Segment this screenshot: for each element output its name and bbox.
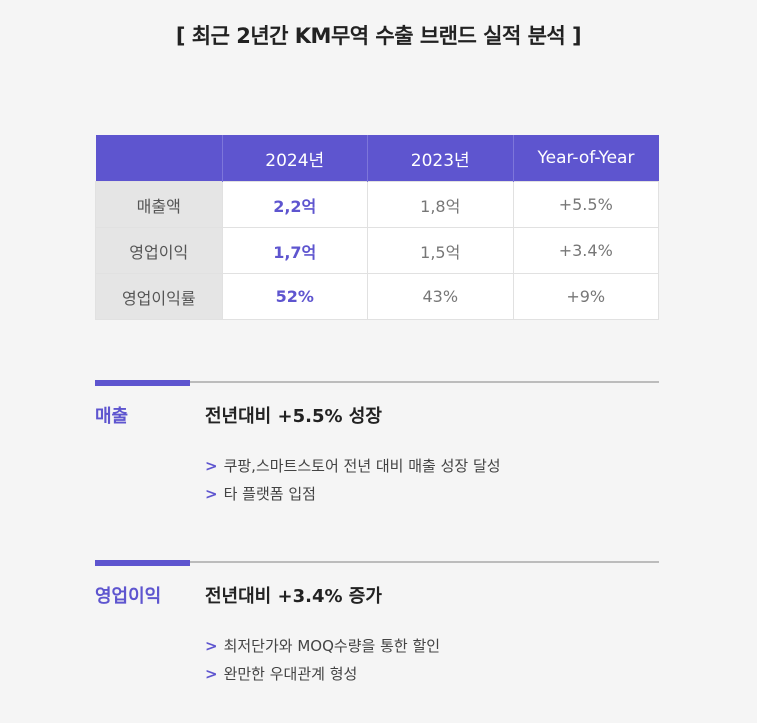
header-2024: 2024년 — [222, 135, 368, 182]
section-accent-bar — [95, 380, 190, 386]
list-item: > 최저단가와 MOQ수량을 통한 할인 — [205, 632, 440, 660]
section-label: 매출 — [95, 406, 129, 427]
section-divider — [95, 560, 659, 566]
section-revenue: 매출 전년대비 +5.5% 성장 > 쿠팡,스마트스토어 전년 대비 매출 성장 … — [95, 380, 659, 503]
value-2023: 1,5억 — [367, 227, 514, 274]
section-operating-profit: 영업이익 전년대비 +3.4% 증가 > 최저단가와 MOQ수량을 통한 할인 >… — [95, 560, 659, 683]
page-title: [ 최근 2년간 KM무역 수출 브랜드 실적 분석 ] — [175, 24, 582, 48]
table-header-row: 2024년 2023년 Year-of-Year — [95, 135, 659, 182]
bullet-arrow-icon: > — [205, 457, 218, 475]
table-row-operating-margin: 영업이익률 52% 43% +9% — [95, 273, 659, 320]
section-divider — [95, 380, 659, 386]
bullet-text: 완만한 우대관계 형성 — [223, 665, 358, 683]
section-headline: 전년대비 +3.4% 증가 — [205, 586, 382, 607]
value-2023: 43% — [367, 273, 514, 320]
bullet-list: > 최저단가와 MOQ수량을 통한 할인 > 완만한 우대관계 형성 — [205, 632, 440, 688]
value-2024: 52% — [221, 273, 368, 320]
list-item: > 쿠팡,스마트스토어 전년 대비 매출 성장 달성 — [205, 452, 501, 480]
value-2024: 1,7억 — [221, 227, 368, 274]
header-yoy: Year-of-Year — [513, 135, 659, 182]
value-2024: 2,2억 — [221, 181, 368, 228]
bullet-arrow-icon: > — [205, 637, 218, 655]
bullet-arrow-icon: > — [205, 665, 218, 683]
section-label: 영업이익 — [95, 586, 162, 607]
performance-table: 2024년 2023년 Year-of-Year 매출액 2,2억 1,8억 +… — [95, 135, 659, 320]
row-label: 매출액 — [95, 181, 223, 228]
bullet-text: 쿠팡,스마트스토어 전년 대비 매출 성장 달성 — [223, 457, 501, 475]
value-yoy: +3.4% — [512, 227, 659, 274]
value-yoy: +9% — [512, 273, 659, 320]
list-item: > 타 플랫폼 입점 — [205, 480, 501, 508]
header-2023: 2023년 — [367, 135, 514, 182]
section-headline: 전년대비 +5.5% 성장 — [205, 406, 382, 427]
table-row-operating-profit: 영업이익 1,7억 1,5억 +3.4% — [95, 227, 659, 274]
section-accent-bar — [95, 560, 190, 566]
value-yoy: +5.5% — [512, 181, 659, 228]
bullet-arrow-icon: > — [205, 485, 218, 503]
row-label: 영업이익 — [95, 227, 223, 274]
bullet-text: 최저단가와 MOQ수량을 통한 할인 — [223, 637, 441, 655]
bullet-text: 타 플랫폼 입점 — [223, 485, 316, 503]
row-label: 영업이익률 — [95, 273, 223, 320]
header-blank-cell — [95, 135, 223, 182]
list-item: > 완만한 우대관계 형성 — [205, 660, 440, 688]
bullet-list: > 쿠팡,스마트스토어 전년 대비 매출 성장 달성 > 타 플랫폼 입점 — [205, 452, 501, 508]
table-row-revenue: 매출액 2,2억 1,8억 +5.5% — [95, 181, 659, 228]
value-2023: 1,8억 — [367, 181, 514, 228]
